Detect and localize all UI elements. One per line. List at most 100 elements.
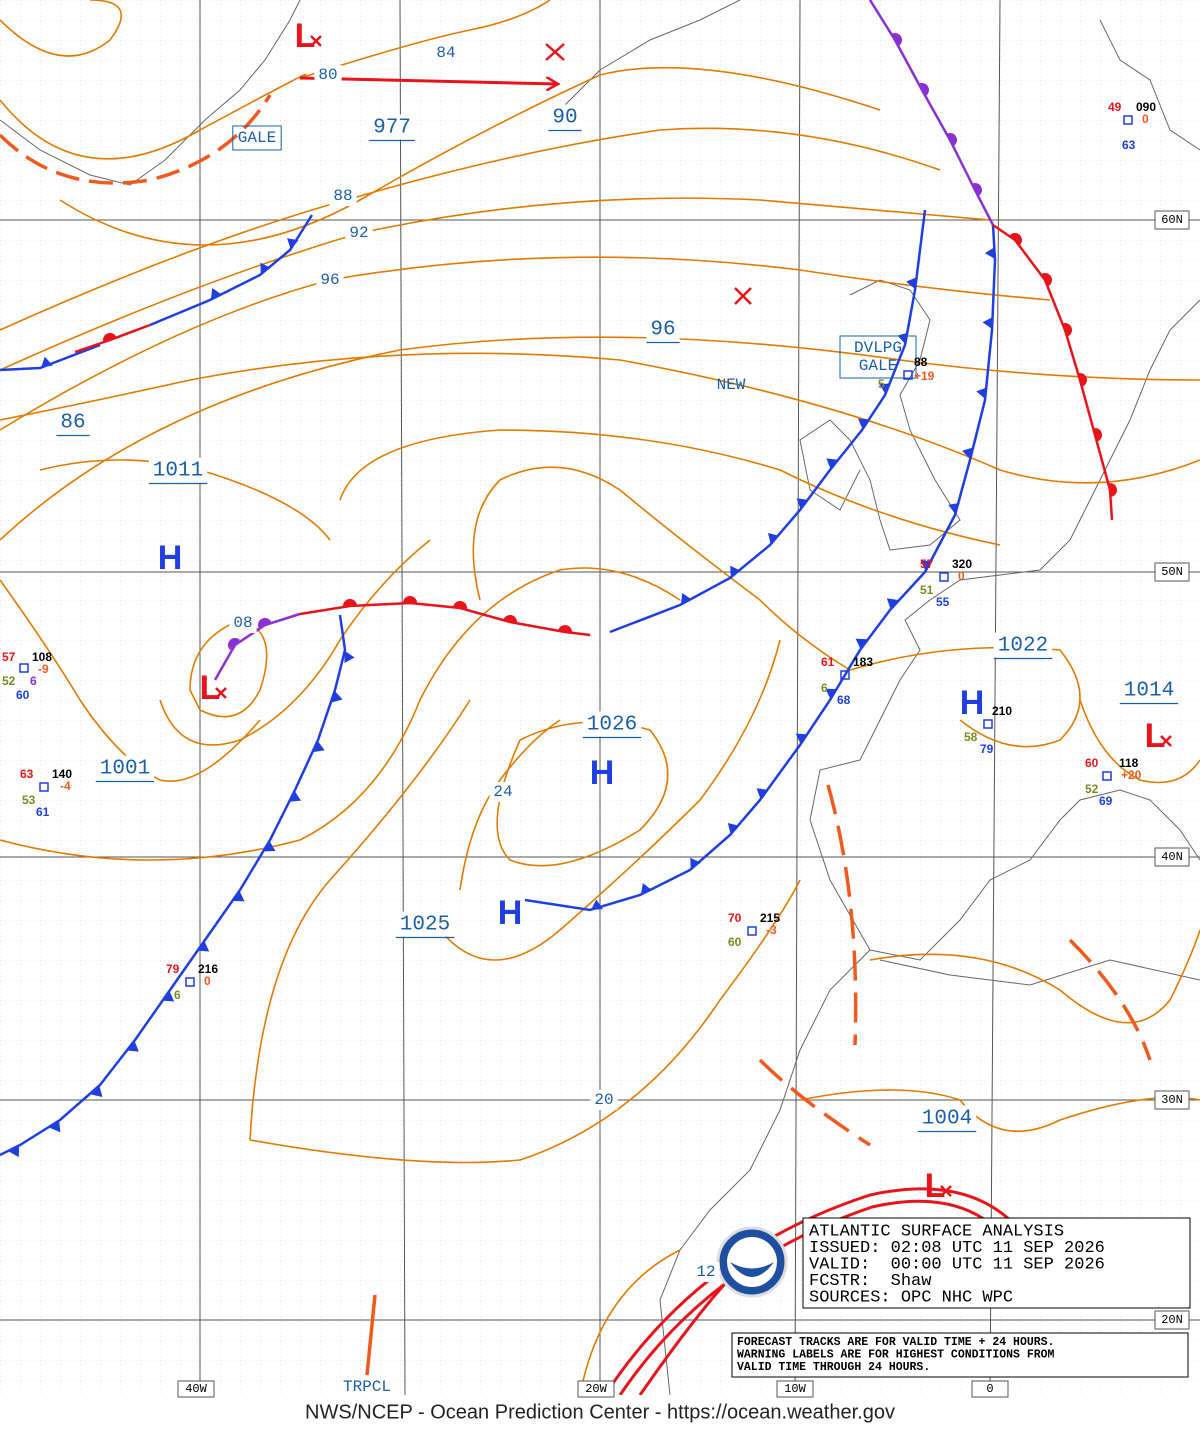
label-bg	[316, 270, 344, 290]
note-box	[731, 1332, 1189, 1378]
isobar-label: 24	[493, 783, 512, 801]
lon-label: 40W	[185, 1382, 207, 1396]
station-value: 57	[920, 557, 934, 571]
station-value: 0	[958, 569, 965, 583]
station-marker	[39, 782, 49, 792]
isobar-label: 90	[552, 107, 577, 130]
label-bg	[369, 114, 415, 140]
pressure-center: L	[295, 17, 316, 55]
isobar-label: 84	[436, 44, 455, 62]
station-value: 5	[878, 377, 885, 391]
isobar-label: 86	[60, 412, 85, 435]
station-value: +20	[1121, 768, 1142, 782]
pressure-center: L	[1145, 717, 1166, 755]
isobar-label: 92	[349, 224, 368, 242]
info-line: ISSUED: 02:08 UTC 11 SEP 2026	[809, 1239, 1105, 1258]
note-line: FORECAST TRACKS ARE FOR VALID TIME + 24 …	[737, 1336, 1054, 1349]
isobar-label: 1011	[153, 460, 203, 483]
low-x	[310, 35, 322, 47]
station-value: 6	[174, 988, 181, 1002]
pressure-center: L	[925, 1167, 946, 1205]
label-bg	[1119, 677, 1179, 703]
station-value: +19	[914, 369, 935, 383]
label-bg	[590, 1090, 618, 1110]
label-bg	[489, 782, 517, 802]
isobar-label: 20	[594, 1091, 613, 1109]
station-value: 52	[1085, 782, 1099, 796]
footer: NWS/NCEP - Ocean Prediction Center - htt…	[305, 1401, 895, 1423]
info-box	[802, 1217, 1191, 1309]
station-value: 183	[853, 655, 873, 669]
station-marker	[939, 572, 949, 582]
warning-box	[232, 125, 282, 151]
info-line: ATLANTIC SURFACE ANALYSIS	[809, 1222, 1064, 1241]
isobar-label: 1025	[400, 914, 450, 937]
fronts	[0, 0, 1117, 1158]
isobar-label: 1022	[998, 635, 1048, 658]
label-bg	[432, 43, 460, 63]
label-bg	[148, 457, 208, 483]
info-line: VALID: 00:00 UTC 11 SEP 2026	[809, 1255, 1105, 1274]
lat-label: 40N	[1161, 850, 1183, 864]
x-marks	[545, 43, 752, 305]
lon-label-bg	[577, 1380, 615, 1398]
label-bg	[646, 316, 680, 342]
lat-label-bg	[1154, 562, 1190, 582]
station-value: 6	[30, 674, 37, 688]
station-value: 63	[20, 767, 34, 781]
lat-label: 50N	[1161, 565, 1183, 579]
trough-label: TRPCL	[343, 1378, 391, 1396]
station-value: 68	[837, 693, 851, 707]
label-bg	[548, 104, 582, 130]
label-bg	[95, 755, 155, 781]
label-bg	[314, 65, 342, 85]
pressure-center: H	[590, 754, 615, 792]
station-value: 61	[36, 805, 50, 819]
low-x	[940, 1185, 952, 1197]
station-value: 53	[22, 793, 36, 807]
station-marker	[840, 670, 850, 680]
station-value: 090	[1136, 100, 1156, 114]
isobar-label: 1001	[100, 758, 150, 781]
lon-label: 10W	[784, 1382, 806, 1396]
station-value: 108	[32, 650, 52, 664]
lon-label-bg	[177, 1380, 215, 1398]
lat-label-bg	[1154, 210, 1190, 230]
station-value: 79	[980, 742, 994, 756]
station-value: 69	[1099, 794, 1113, 808]
station-value: 216	[198, 962, 218, 976]
isobar-label: 96	[320, 271, 339, 289]
station-value: 118	[1119, 756, 1139, 770]
station-value: 79	[166, 962, 180, 976]
station-value: 210	[992, 704, 1012, 718]
pressure-center: H	[158, 539, 183, 577]
station-value: 60	[16, 688, 30, 702]
warning-label: GALE	[238, 129, 276, 147]
info-line: FCSTR: Shaw	[809, 1272, 932, 1291]
label-bg	[993, 632, 1053, 658]
label-bg	[329, 186, 357, 206]
lat-label-bg	[1154, 1310, 1190, 1330]
isobar-label: 80	[318, 66, 337, 84]
footer-band	[0, 1395, 1200, 1433]
isobar-label: 96	[650, 319, 675, 342]
station-value: 6	[821, 681, 828, 695]
lat-label: 60N	[1161, 213, 1183, 227]
warning-box	[839, 335, 917, 379]
warning-label: NEW	[717, 376, 746, 394]
label-bg	[56, 409, 90, 435]
station-value: 51	[920, 583, 934, 597]
label-bg	[229, 613, 257, 633]
label-bg	[345, 223, 373, 243]
station-value: -9	[38, 662, 49, 676]
noaa-logo	[716, 1226, 788, 1298]
station-value: 49	[1108, 100, 1122, 114]
station-marker	[747, 926, 757, 936]
pressure-center: H	[960, 684, 985, 722]
warning-label: GALE	[859, 357, 897, 375]
station-value: 0	[1142, 112, 1149, 126]
station-value: 55	[936, 595, 950, 609]
station-value: 215	[760, 911, 780, 925]
station-value: 140	[52, 767, 72, 781]
